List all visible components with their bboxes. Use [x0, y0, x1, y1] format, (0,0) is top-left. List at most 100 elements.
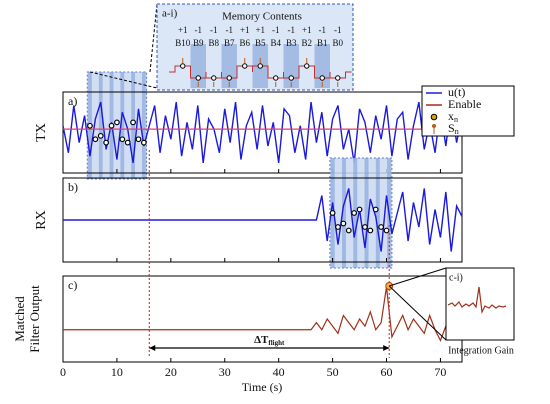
sample-point: [329, 210, 336, 216]
x-tick-label: 40: [273, 365, 285, 379]
connector: [89, 71, 158, 89]
connector: [389, 267, 447, 287]
sample-point: [135, 136, 142, 143]
sample-point: [97, 132, 104, 139]
inset-a-title: Memory Contents: [222, 11, 302, 23]
sample-point: [124, 139, 131, 146]
bit-dot: [211, 75, 217, 81]
panel-label: c): [68, 278, 77, 292]
legend-label: Enable: [448, 97, 481, 111]
bit-name: B7: [224, 38, 235, 48]
legend-label-main: x: [448, 109, 454, 123]
window-stripe: [98, 72, 103, 179]
bit-sign: +1: [178, 25, 188, 35]
signal-line: [63, 286, 463, 342]
bit-dot: [273, 75, 279, 81]
inset-c-caption: Integration Gain: [448, 345, 514, 356]
sample-point: [362, 224, 368, 230]
bit-dot: [304, 63, 310, 69]
legend-label-main: Enable: [448, 97, 481, 111]
bit-sign: -1: [319, 25, 327, 35]
panel-label: a): [68, 94, 77, 108]
x-tick-label: 50: [327, 365, 339, 379]
bit-name: B10: [175, 38, 191, 48]
delay-label-sub: flight: [268, 339, 285, 347]
bit-sign: -1: [334, 25, 342, 35]
legend-label: u(t): [448, 85, 465, 99]
x-axis-label: Time (s): [242, 380, 283, 394]
bit-sign: +1: [240, 25, 250, 35]
sample-point: [378, 224, 385, 230]
y-axis-label: RX: [34, 210, 49, 229]
sample-point: [335, 224, 341, 230]
legend-swatch: [432, 124, 436, 128]
bit-name: B1: [317, 38, 328, 48]
x-tick-label: 30: [219, 365, 231, 379]
bit-sign: -1: [288, 25, 296, 35]
sample-point: [108, 122, 115, 129]
panel-frame: [62, 275, 463, 363]
bit-sign: -1: [226, 25, 234, 35]
delay-label: ΔTflight: [254, 334, 285, 347]
bit-stripe: [314, 44, 330, 88]
signal-line: [63, 188, 463, 252]
bit-stripe: [190, 44, 206, 88]
sample-point: [356, 206, 363, 213]
legend-label-main: u(t): [448, 85, 465, 99]
delay-label-main: ΔT: [254, 334, 269, 346]
highlight-window: [329, 157, 393, 269]
x-tick-label: 70: [434, 365, 446, 379]
sample-point: [92, 136, 99, 143]
bit-dot: [195, 75, 201, 81]
bit-stripe: [283, 44, 299, 88]
bit-name: B5: [255, 38, 266, 48]
window-stripe: [375, 158, 380, 268]
connector: [388, 285, 447, 341]
sample-point: [130, 119, 136, 126]
inset-a-label: a-i): [162, 8, 178, 20]
bit-dot: [288, 75, 294, 81]
bit-sign: +1: [255, 25, 265, 35]
bit-name: B9: [193, 38, 204, 48]
highlight-window: [86, 71, 148, 180]
panel-label: b): [68, 180, 78, 194]
bit-name: B6: [239, 38, 250, 48]
bit-sign: +1: [302, 25, 312, 35]
sample-point: [87, 122, 93, 129]
window-stripe: [141, 72, 146, 179]
sample-point: [114, 119, 120, 126]
legend-label-sub: n: [454, 115, 458, 124]
window-stripe: [342, 158, 346, 268]
x-tick-label: 10: [111, 365, 123, 379]
bit-name: B0: [332, 38, 343, 48]
bit-stripe: [221, 44, 237, 88]
x-tick-label: 20: [165, 365, 177, 379]
sample-point: [351, 210, 358, 216]
bit-name: B2: [301, 38, 312, 48]
bit-dot: [180, 63, 186, 69]
legend-label: Sn: [448, 121, 459, 136]
legend-label-main: S: [448, 121, 455, 135]
sample-point: [340, 220, 347, 227]
window-stripe: [131, 72, 135, 179]
sample-point: [140, 139, 147, 146]
inset-c-label: c-i): [449, 272, 463, 283]
bit-name: B8: [208, 38, 219, 48]
connector: [149, 3, 158, 73]
bit-dot: [335, 75, 341, 81]
sample-point: [103, 139, 110, 146]
bit-sign: -1: [195, 25, 203, 35]
window-stripe: [364, 158, 369, 268]
bit-dot: [319, 75, 325, 81]
bit-name: B4: [270, 38, 281, 48]
bit-dot: [242, 63, 248, 69]
sample-point: [372, 206, 379, 213]
bit-name: B3: [286, 38, 297, 48]
legend-label-sub: n: [455, 127, 459, 136]
bit-dot: [226, 75, 232, 81]
bit-sign: -1: [272, 25, 280, 35]
x-tick-label: 60: [381, 365, 393, 379]
inset-c-trace: [447, 286, 507, 315]
x-tick-label: 0: [60, 365, 66, 379]
